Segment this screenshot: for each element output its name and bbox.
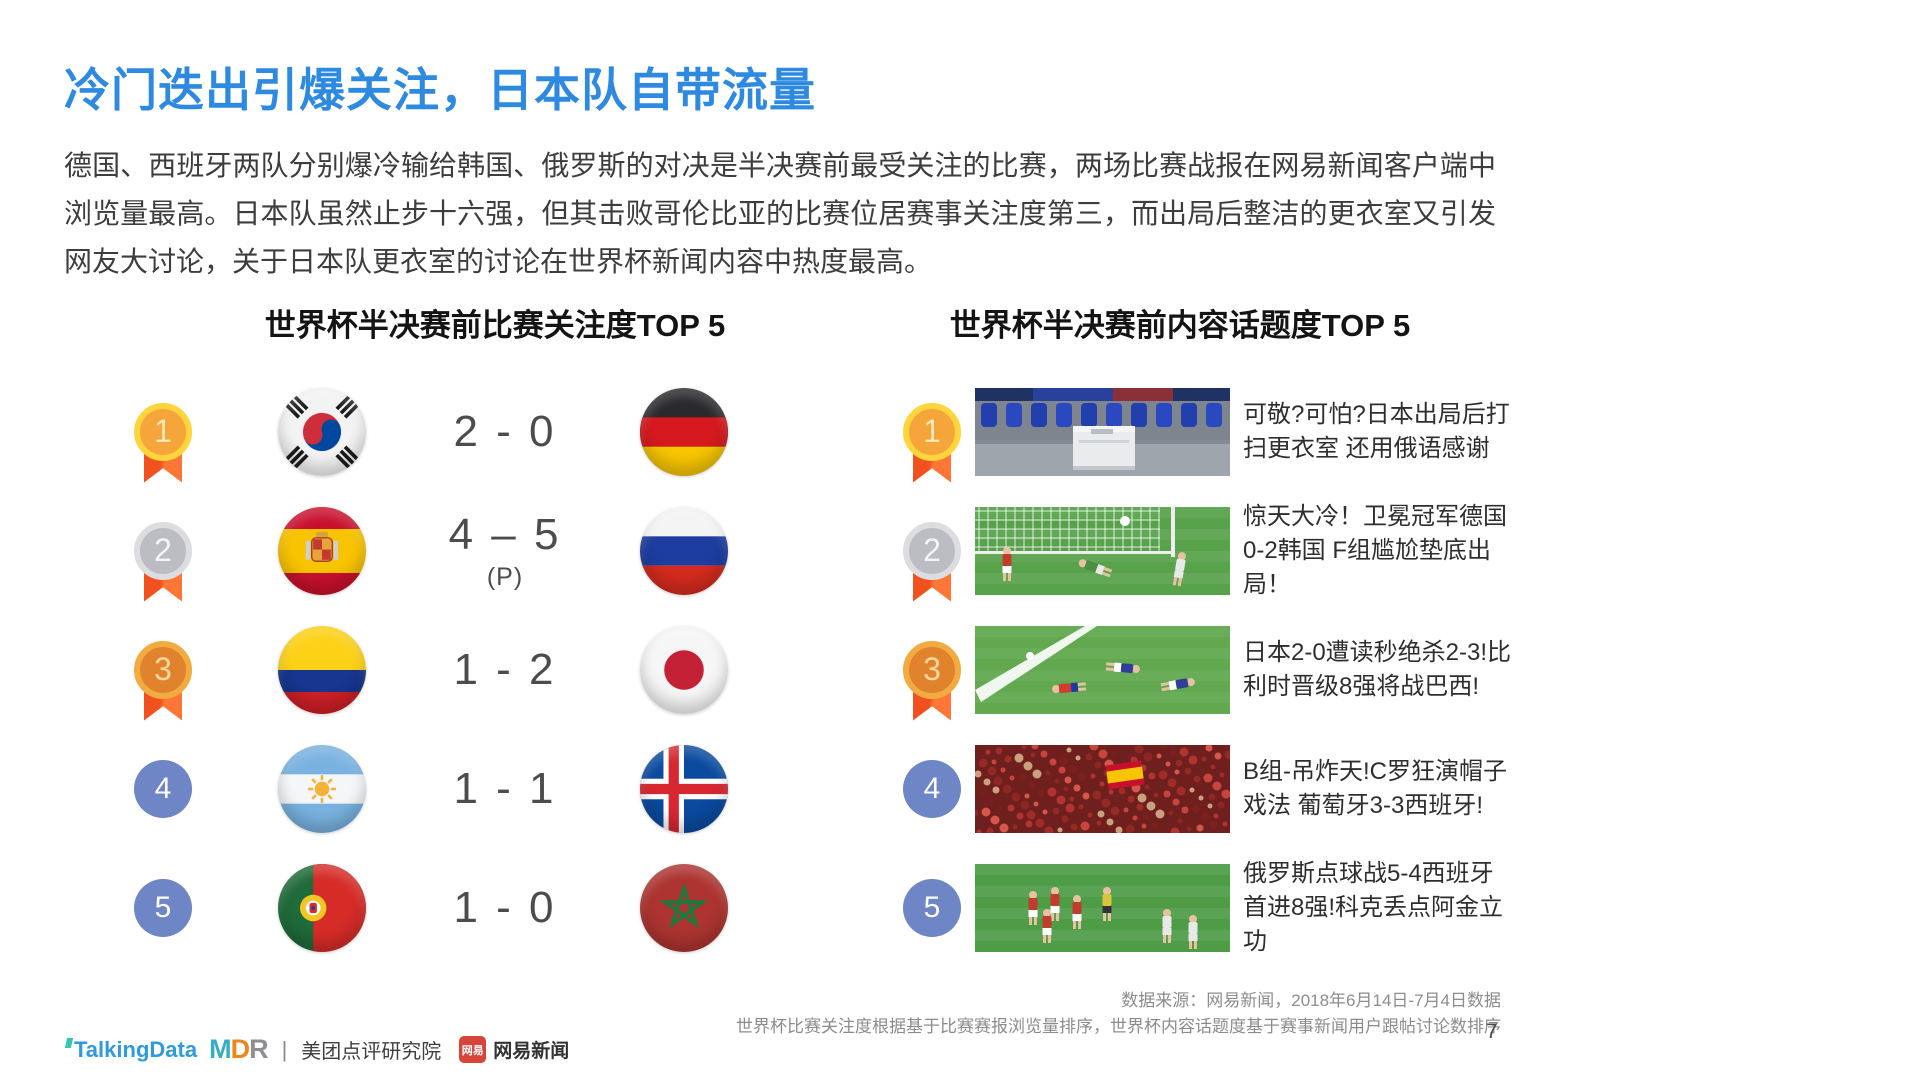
match-score: 1 - 0 bbox=[453, 882, 557, 932]
rank-medal: 1 bbox=[134, 402, 192, 483]
match-row: 3 1 - 2 bbox=[120, 610, 820, 729]
rank-number: 1 bbox=[154, 413, 172, 449]
match-row: 5 1 - 0 bbox=[120, 848, 820, 967]
rank-medal: 3 bbox=[903, 640, 961, 721]
medal-disc-icon: 5 bbox=[903, 878, 961, 937]
rank-medal: 5 bbox=[903, 878, 961, 937]
intro-paragraph: 德国、西班牙两队分别爆冷输给韩国、俄罗斯的对决是半决赛前最受关注的比赛，两场比赛… bbox=[64, 150, 1496, 277]
rank-medal: 4 bbox=[134, 759, 192, 818]
match-score: 1 - 1 bbox=[453, 763, 557, 813]
south-korea-flag-icon bbox=[278, 387, 366, 476]
medal-disc-icon: 3 bbox=[903, 640, 961, 699]
penalty-note: (P) bbox=[486, 562, 524, 591]
news-row: 5 俄罗斯点球战5-4西班牙首进8强!科克 bbox=[885, 848, 1535, 967]
match-row: 1 2 - 0 bbox=[120, 372, 820, 491]
news-row: 4 B组-吊炸天!C罗狂演帽子戏法 葡萄牙3-3西班牙! bbox=[885, 729, 1535, 848]
medal-disc-icon: 5 bbox=[134, 878, 192, 937]
score-block: 1 - 1 bbox=[420, 764, 590, 814]
score-block: 1 - 2 bbox=[420, 645, 590, 695]
score-block: 1 - 0 bbox=[420, 883, 590, 933]
netease-logo: 网易 网易新闻 bbox=[459, 1036, 569, 1063]
red-crowd-thumbnail bbox=[975, 744, 1230, 833]
meituan-research-label: 美团点评研究院 bbox=[301, 1041, 442, 1063]
topic-heat-list: 1 可敬?可怕?日本出局后打扫更衣室 还用俄语感谢 2 bbox=[885, 372, 1535, 967]
match-score: 4 – 5 bbox=[448, 509, 562, 559]
news-row: 1 可敬?可怕?日本出局后打扫更衣室 还用俄语感谢 bbox=[885, 372, 1535, 491]
medal-disc-icon: 4 bbox=[134, 759, 192, 818]
germany-flag-icon bbox=[640, 387, 728, 476]
topic-heat-title: 世界杯半决赛前内容话题度TOP 5 bbox=[949, 308, 1411, 343]
rank-medal: 1 bbox=[903, 402, 961, 483]
rank-number: 3 bbox=[154, 651, 172, 687]
celebration-thumbnail bbox=[975, 863, 1230, 952]
match-row: 4 1 - 1 bbox=[120, 729, 820, 848]
logo-divider: | bbox=[281, 1036, 288, 1062]
score-block: 4 – 5 (P) bbox=[420, 510, 590, 592]
netease-badge-icon: 网易 bbox=[459, 1036, 487, 1063]
goal-save-thumbnail bbox=[975, 506, 1230, 595]
match-score: 2 - 0 bbox=[453, 406, 557, 456]
spain-flag-icon bbox=[278, 506, 366, 595]
talkingdata-tick-icon bbox=[64, 1037, 74, 1048]
rank-number: 4 bbox=[923, 771, 941, 805]
netease-news-label: 网易新闻 bbox=[493, 1041, 570, 1062]
match-attention-list: 1 2 - 0 2 4 – 5 (P) bbox=[120, 372, 820, 967]
data-source-line: 数据来源：网易新闻，2018年6月14日-7月4日数据 bbox=[1121, 991, 1501, 1010]
medal-disc-icon: 2 bbox=[903, 521, 961, 580]
portugal-flag-icon bbox=[278, 863, 366, 952]
locker-room-thumbnail bbox=[975, 387, 1230, 476]
iceland-flag-icon bbox=[640, 744, 728, 833]
rank-medal: 2 bbox=[903, 521, 961, 602]
footnote: 数据来源：网易新闻，2018年6月14日-7月4日数据 世界杯比赛关注度根据基于… bbox=[736, 988, 1501, 1040]
japan-flag-icon bbox=[640, 625, 728, 714]
rank-medal: 5 bbox=[134, 878, 192, 937]
argentina-flag-icon bbox=[278, 744, 366, 833]
medal-disc-icon: 1 bbox=[903, 402, 961, 461]
rank-number: 2 bbox=[923, 532, 941, 568]
news-headline: 俄罗斯点球战5-4西班牙首进8强!科克丢点阿金立功 bbox=[1243, 859, 1504, 955]
news-headline: 日本2-0遭读秒绝杀2-3!比利时晋级8强将战巴西! bbox=[1243, 638, 1512, 700]
match-row: 2 4 – 5 (P) bbox=[120, 491, 820, 610]
medal-disc-icon: 3 bbox=[134, 640, 192, 699]
news-headline: B组-吊炸天!C罗狂演帽子戏法 葡萄牙3-3西班牙! bbox=[1243, 757, 1507, 819]
colombia-flag-icon bbox=[278, 625, 366, 714]
score-block: 2 - 0 bbox=[420, 407, 590, 457]
russia-flag-icon bbox=[640, 506, 728, 595]
rank-number: 1 bbox=[923, 413, 941, 449]
news-row: 3 日本2-0遭读秒绝杀2-3!比利时晋级8强将战巴西! bbox=[885, 610, 1535, 729]
news-headline: 惊天大冷！卫冕冠军德国0-2韩国 F组尴尬垫底出局！ bbox=[1243, 502, 1507, 598]
match-attention-title: 世界杯半决赛前比赛关注度TOP 5 bbox=[264, 308, 726, 343]
players-down-thumbnail bbox=[975, 625, 1230, 714]
news-headline: 可敬?可怕?日本出局后打扫更衣室 还用俄语感谢 bbox=[1243, 400, 1510, 462]
rank-medal: 3 bbox=[134, 640, 192, 721]
methodology-line: 世界杯比赛关注度根据基于比赛赛报浏览量排序，世界杯内容话题度基于赛事新闻用户跟帖… bbox=[736, 1017, 1501, 1036]
medal-disc-icon: 2 bbox=[134, 521, 192, 580]
rank-number: 5 bbox=[154, 890, 172, 924]
rank-number: 4 bbox=[154, 771, 172, 805]
rank-number: 2 bbox=[154, 532, 172, 568]
page-title: 冷门迭出引爆关注，日本队自带流量 bbox=[64, 64, 816, 116]
rank-medal: 4 bbox=[903, 759, 961, 818]
talkingdata-logo: TalkingData bbox=[64, 1036, 198, 1063]
medal-disc-icon: 4 bbox=[903, 759, 961, 818]
morocco-flag-icon bbox=[640, 863, 728, 952]
match-score: 1 - 2 bbox=[453, 644, 557, 694]
rank-medal: 2 bbox=[134, 521, 192, 602]
rank-number: 3 bbox=[923, 651, 941, 687]
medal-disc-icon: 1 bbox=[134, 402, 192, 461]
talkingdata-label: TalkingData bbox=[74, 1036, 198, 1062]
page-number: 7 bbox=[1486, 1020, 1498, 1043]
rank-number: 5 bbox=[923, 890, 941, 924]
news-row: 2 惊天大冷！卫冕冠军德国0-2韩国 F组尴尬垫底出局！ bbox=[885, 491, 1535, 610]
